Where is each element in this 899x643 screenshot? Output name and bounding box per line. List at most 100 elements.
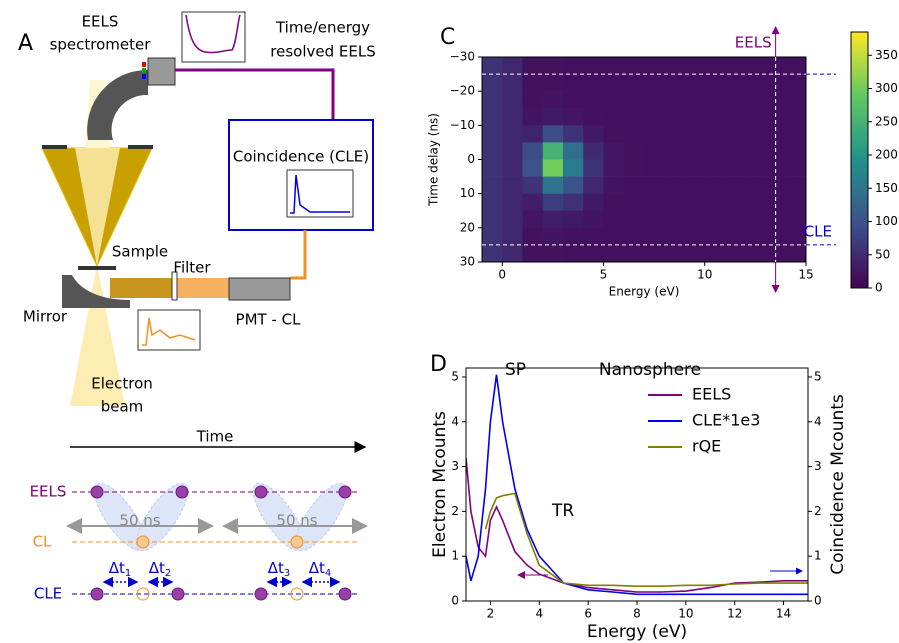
heat-cell [482,74,503,92]
x-tick-label: 10 [697,268,712,282]
heat-cell [664,125,685,143]
y-tick-label: −30 [450,50,475,64]
heat-cell [542,193,564,212]
heat-cell [542,210,564,229]
heat-cell [482,210,503,229]
heat-cell [664,176,685,194]
heat-cell [664,91,685,109]
eels-signal-line [175,68,335,120]
pmt [228,277,291,301]
delay-index: 3 [284,568,290,579]
heat-cell [542,244,564,263]
heat-cell [563,91,584,109]
y-tick-label: −20 [450,84,475,98]
label: Filter [173,259,211,277]
heat-cell [644,159,665,177]
x-axis-label: Energy (eV) [609,285,680,299]
aperture [128,145,153,149]
heat-cell [664,142,685,160]
heat-cell [482,227,503,246]
heat-cell [522,227,544,246]
x-tick-label: 6 [584,607,592,621]
heat-cell [522,210,544,229]
heat-cell [623,108,645,126]
heat-cell [522,125,544,143]
heat-cell [704,244,726,263]
heat-cell [583,108,604,126]
heat-cell [563,159,584,177]
delay-label: Δt2 [149,559,172,580]
annotation: SP [505,360,526,380]
heat-cell [542,176,564,194]
heat-cell [623,227,645,246]
label: beam [101,398,144,416]
x-tick-label: 4 [535,607,543,621]
label: resolved EELS [270,43,375,61]
x-tick-label: 8 [633,607,641,621]
spectrometer-magnet [87,69,148,140]
x-tick-label: 10 [678,607,693,621]
event-dot [136,587,150,601]
heat-cell [603,159,625,177]
heat-cell [745,74,766,92]
label: Mirror [23,308,68,326]
heat-cell [623,244,645,263]
heat-cell [684,74,706,92]
heat-cell [502,125,523,143]
heat-cell [704,210,726,229]
heat-cell [603,176,625,194]
delay-label: Δt3 [268,559,291,580]
heat-cell [522,159,544,177]
label: Sample [112,243,168,261]
x-axis-label: Energy (eV) [587,622,687,642]
heat-cell [684,210,706,229]
heat-cell [785,244,807,263]
event-dot [254,587,268,601]
heat-cell [765,159,787,177]
label: spectrometer [50,36,152,54]
heat-cell [644,227,665,246]
heat-cell [563,74,584,92]
heat-cell [502,57,523,75]
heat-cell [745,108,766,126]
heat-cell [704,57,726,75]
heat-cell [664,108,685,126]
heat-cell [745,57,766,75]
line-label: CLE [804,223,832,241]
heat-cell [522,244,544,263]
heat-cell [785,227,807,246]
y2-tick-label: 0 [814,594,822,608]
heat-cell [563,227,584,246]
heat-cell [603,108,625,126]
delay-index: 4 [325,568,331,579]
label: Time/energy [275,19,370,37]
heat-cell [603,125,625,143]
heat-cell [664,193,685,212]
heat-cell [502,74,523,92]
heat-cell [684,142,706,160]
x-tick-label: 0 [498,268,506,282]
heat-cell [563,108,584,126]
line-label: EELS [735,34,772,52]
heat-cell [502,227,523,246]
mirror [62,275,130,308]
colorbar [850,31,869,289]
heat-cell [482,125,503,143]
panel-label: C [440,25,455,50]
dispersion [142,62,146,67]
event-dot [175,485,189,499]
heat-cell [684,176,706,194]
heat-cell [644,57,665,75]
heat-cell [502,176,523,194]
heat-cell [664,74,685,92]
heat-cell [725,74,746,92]
heat-cell [623,91,645,109]
heat-cell [745,91,766,109]
inset-curve [290,174,350,214]
heat-cell [522,108,544,126]
delay-index: 2 [165,568,171,579]
event-dot [338,587,352,601]
beam-cone [70,265,125,406]
heat-cell [644,176,665,194]
